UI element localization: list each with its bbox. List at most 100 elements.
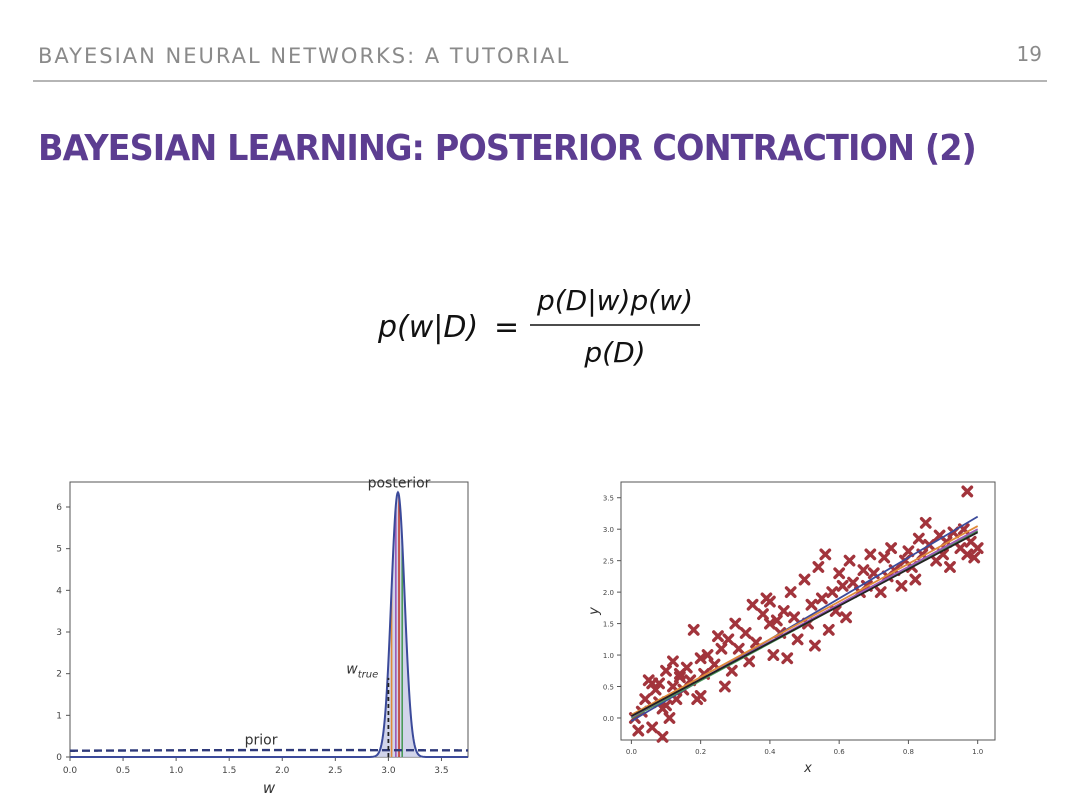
- equation-denominator: p(D): [583, 336, 645, 369]
- data-point-marker: [809, 639, 821, 652]
- data-point-marker: [725, 664, 738, 677]
- y-tick-label: 3.0: [603, 526, 614, 534]
- fit-line: [630, 531, 979, 717]
- data-point-marker: [715, 642, 728, 655]
- data-point-marker: [660, 664, 672, 677]
- data-point-marker: [878, 551, 891, 564]
- data-point-marker: [805, 598, 818, 611]
- y-tick-label: 2.5: [603, 558, 614, 566]
- data-point-marker: [649, 683, 662, 696]
- y-tick-label: 5: [56, 545, 62, 555]
- x-tick-label: 2.0: [275, 766, 290, 776]
- data-point-marker: [815, 592, 828, 605]
- data-point-marker: [847, 576, 859, 589]
- data-point-marker: [712, 630, 724, 643]
- y-tick-label: 0.5: [603, 684, 614, 692]
- data-point-marker: [909, 573, 922, 586]
- regression-scatter-plot: 0.0 0.2 0.4 0.6 0.8 1.0 0.0 0.5 1.0 1.5 2.0 2.5 3.0 3…: [587, 481, 996, 776]
- x-axis-label: x: [803, 761, 812, 776]
- data-point-marker: [833, 567, 846, 580]
- data-point-marker: [812, 561, 825, 573]
- data-point-marker: [656, 730, 669, 743]
- data-point-marker: [784, 586, 797, 599]
- posterior-curve: [70, 490, 468, 758]
- data-point-marker: [912, 532, 925, 545]
- data-point-marker: [895, 579, 908, 592]
- y-tick-label: 0: [56, 753, 62, 763]
- x-tick-label: 0.6: [834, 748, 846, 756]
- data-point-marker: [691, 693, 704, 705]
- data-point-marker: [840, 611, 852, 624]
- data-point-marker: [746, 598, 759, 611]
- data-point-marker: [729, 617, 742, 630]
- data-point-marker: [791, 633, 804, 646]
- x-tick-label: 0.8: [903, 748, 914, 756]
- y-tick-label: 1: [56, 711, 62, 721]
- data-point-marker: [646, 677, 659, 690]
- w-true-symbol: w: [346, 662, 358, 678]
- prior-label: prior: [245, 733, 278, 749]
- data-point-marker: [822, 623, 835, 636]
- data-point-marker: [874, 586, 887, 599]
- data-point-marker: [826, 586, 839, 599]
- equation-equals: =: [494, 310, 519, 345]
- w-true-label: wtrue: [346, 662, 378, 681]
- data-point-marker: [764, 595, 776, 608]
- posterior-density-plot: 0.0 0.5 1.0 1.5 2.0 2.5 3.0 3.5 0 1 2 3 4 5 6 w posterio…: [56, 475, 469, 797]
- y-tick-label: 3.5: [603, 495, 614, 503]
- prior-curve: [70, 748, 469, 752]
- data-point-marker: [857, 564, 870, 576]
- x-axis-label: w: [263, 779, 276, 797]
- x-tick-label: 3.5: [434, 766, 448, 776]
- data-point-marker: [722, 633, 735, 646]
- y-tick-label: 1.0: [603, 652, 614, 660]
- data-point-marker: [798, 573, 811, 586]
- data-point-marker: [944, 561, 956, 573]
- header-divider: [33, 80, 1047, 82]
- data-point-marker: [656, 702, 669, 715]
- data-point-marker: [781, 652, 794, 665]
- data-point-marker: [687, 623, 700, 636]
- equation-numerator: p(D|w)p(w): [536, 284, 693, 317]
- y-tick-label: 6: [56, 503, 62, 513]
- data-point-marker: [836, 579, 849, 592]
- data-point-marker: [885, 542, 898, 554]
- data-point-marker: [971, 542, 984, 554]
- slide-title: BAYESIAN LEARNING: POSTERIOR CONTRACTION…: [38, 128, 977, 169]
- y-tick-label: 3: [56, 628, 62, 638]
- posterior-label: posterior: [368, 475, 431, 491]
- data-point-marker: [646, 721, 659, 734]
- y-tick-label: 2.0: [603, 589, 614, 597]
- data-point-marker: [961, 485, 974, 498]
- data-point-marker: [757, 608, 769, 621]
- x-tick-label: 2.5: [328, 766, 342, 776]
- data-point-marker: [919, 517, 932, 529]
- data-point-marker: [864, 548, 877, 561]
- data-point-marker: [777, 605, 790, 617]
- data-point-marker: [902, 545, 915, 558]
- x-tick-label: 1.0: [972, 748, 983, 756]
- y-axis-label: y: [587, 607, 602, 616]
- data-point-marker: [770, 614, 783, 627]
- equation-lhs: p(w|D): [377, 310, 478, 345]
- data-point-marker: [663, 712, 676, 724]
- data-point-marker: [639, 693, 652, 705]
- y-tick-label: 0.0: [603, 715, 614, 723]
- fit-line: [630, 525, 979, 716]
- x-tick-label: 0.4: [764, 748, 776, 756]
- data-point-marker: [732, 642, 745, 655]
- data-point-marker: [667, 680, 679, 693]
- y-tick-label: 4: [56, 586, 62, 596]
- data-point-marker: [764, 617, 776, 630]
- x-tick-label: 1.5: [222, 766, 236, 776]
- data-point-marker: [968, 551, 981, 564]
- data-point-marker: [743, 655, 756, 668]
- data-point-marker: [739, 627, 752, 639]
- data-point-marker: [843, 554, 856, 567]
- data-point-marker: [673, 671, 686, 683]
- data-point-marker: [961, 548, 974, 561]
- data-point-marker: [788, 611, 801, 624]
- x-tick-label: 3.0: [381, 766, 396, 776]
- plot-frame: [620, 481, 996, 741]
- data-point-marker: [718, 680, 731, 693]
